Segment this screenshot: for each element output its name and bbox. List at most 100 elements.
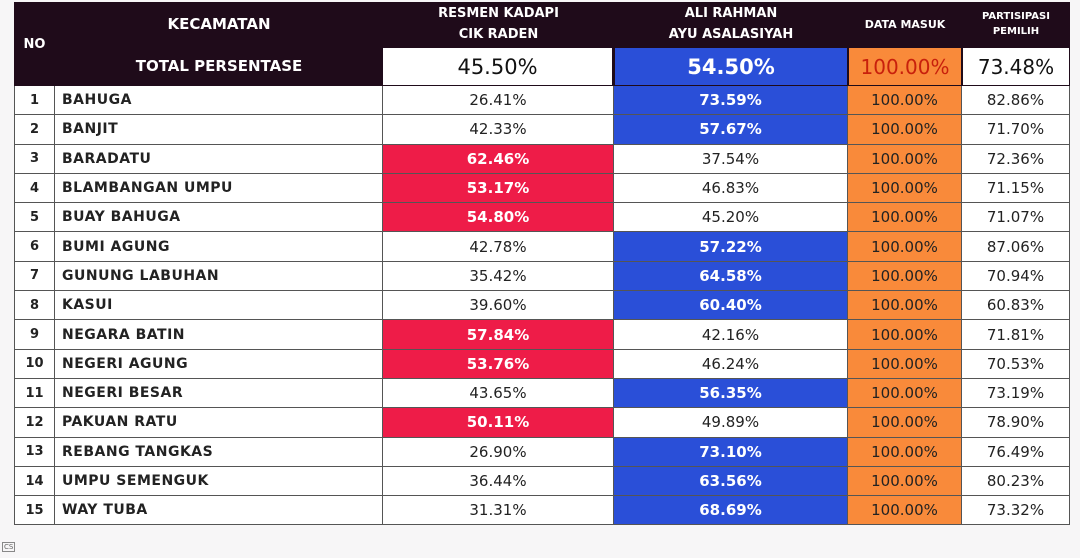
row-number: 11 bbox=[14, 378, 55, 408]
partisipasi-percent: 72.36% bbox=[962, 144, 1070, 173]
row-number: 9 bbox=[14, 320, 55, 349]
candidate-1-percent: 42.78% bbox=[383, 232, 614, 261]
total-label: TOTAL PERSENTASE bbox=[135, 57, 303, 75]
header-candidate-2: ALI RAHMAN AYU ASALASIYAH bbox=[614, 2, 848, 46]
row-number: 8 bbox=[14, 291, 55, 320]
table-row: 4 BLAMBANGAN UMPU 53.17% 46.83% 100.00% 71.15… bbox=[14, 173, 1070, 204]
data-masuk-percent: 100.00% bbox=[848, 173, 962, 203]
header-kecamatan: KECAMATAN bbox=[167, 15, 271, 33]
table-row: 1 BAHUGA 26.41% 73.59% 100.00% 82.86% bbox=[14, 86, 1070, 116]
partisipasi-percent: 71.15% bbox=[962, 173, 1070, 203]
data-masuk-percent: 100.00% bbox=[848, 466, 962, 496]
table-header: NO KECAMATAN TOTAL PERSENTASE RESMEN KAD… bbox=[14, 2, 1070, 86]
partisipasi-percent: 73.32% bbox=[962, 496, 1070, 525]
partisipasi-percent: 73.19% bbox=[962, 378, 1070, 408]
candidate-2-percent: 42.16% bbox=[614, 320, 848, 349]
data-masuk-percent: 100.00% bbox=[848, 261, 962, 291]
cand2-line1: ALI RAHMAN bbox=[684, 6, 778, 21]
table-row: 6 BUMI AGUNG 42.78% 57.22% 100.00% 87.06% bbox=[14, 232, 1070, 262]
candidate-1-percent: 42.33% bbox=[383, 115, 614, 144]
kecamatan-name: KASUI bbox=[55, 291, 383, 320]
cand1-line1: RESMEN KADAPI bbox=[438, 6, 559, 21]
total-data-masuk: 100.00% bbox=[849, 48, 961, 85]
cand1-line2: CIK RADEN bbox=[458, 27, 539, 42]
candidate-2-percent: 45.20% bbox=[614, 203, 848, 232]
candidate-2-percent: 57.22% bbox=[614, 232, 848, 261]
row-number: 15 bbox=[14, 496, 55, 525]
kecamatan-name: BAHUGA bbox=[55, 86, 383, 115]
partisipasi-line2: PEMILIH bbox=[992, 26, 1040, 37]
candidate-1-percent: 31.31% bbox=[383, 496, 614, 525]
table-row: 7 GUNUNG LABUHAN 35.42% 64.58% 100.00% 70.94% bbox=[14, 261, 1070, 292]
kecamatan-name: BANJIT bbox=[55, 115, 383, 144]
header-no: NO bbox=[23, 36, 46, 52]
table-row: 11 NEGERI BESAR 43.65% 56.35% 100.00% 73.19% bbox=[14, 378, 1070, 409]
data-masuk-percent: 100.00% bbox=[848, 86, 962, 115]
data-masuk-percent: 100.00% bbox=[848, 291, 962, 320]
kecamatan-name: BUAY BAHUGA bbox=[55, 203, 383, 232]
kecamatan-name: BUMI AGUNG bbox=[55, 232, 383, 261]
partisipasi-percent: 71.70% bbox=[962, 115, 1070, 144]
kecamatan-name: GUNUNG LABUHAN bbox=[55, 261, 383, 291]
row-number: 2 bbox=[14, 115, 55, 144]
candidate-2-percent: 46.24% bbox=[614, 349, 848, 378]
candidate-1-percent: 54.80% bbox=[383, 203, 614, 232]
candidate-1-percent: 53.17% bbox=[383, 173, 614, 203]
data-masuk-percent: 100.00% bbox=[848, 115, 962, 144]
header-data-masuk: DATA MASUK bbox=[864, 17, 946, 31]
table-row: 15 WAY TUBA 31.31% 68.69% 100.00% 73.32% bbox=[14, 496, 1070, 526]
row-number: 10 bbox=[14, 349, 55, 378]
table-row: 10 NEGERI AGUNG 53.76% 46.24% 100.00% 70.53% bbox=[14, 349, 1070, 379]
partisipasi-percent: 60.83% bbox=[962, 291, 1070, 320]
data-masuk-percent: 100.00% bbox=[848, 496, 962, 525]
kecamatan-name: NEGARA BATIN bbox=[55, 320, 383, 349]
partisipasi-percent: 70.53% bbox=[962, 349, 1070, 378]
partisipasi-percent: 80.23% bbox=[962, 466, 1070, 496]
results-table: NO KECAMATAN TOTAL PERSENTASE RESMEN KAD… bbox=[14, 2, 1070, 526]
candidate-2-percent: 37.54% bbox=[614, 144, 848, 173]
kecamatan-name: PAKUAN RATU bbox=[55, 408, 383, 437]
candidate-1-percent: 43.65% bbox=[383, 378, 614, 408]
table-row: 14 UMPU SEMENGUK 36.44% 63.56% 100.00% 80.23% bbox=[14, 466, 1070, 497]
cand2-line2: AYU ASALASIYAH bbox=[668, 27, 794, 42]
kecamatan-name: REBANG TANGKAS bbox=[55, 437, 383, 466]
row-number: 3 bbox=[14, 144, 55, 173]
data-masuk-percent: 100.00% bbox=[848, 320, 962, 349]
row-number: 5 bbox=[14, 203, 55, 232]
data-masuk-percent: 100.00% bbox=[848, 203, 962, 232]
candidate-1-percent: 53.76% bbox=[383, 349, 614, 378]
data-masuk-percent: 100.00% bbox=[848, 232, 962, 261]
row-number: 1 bbox=[14, 86, 55, 115]
table-row: 5 BUAY BAHUGA 54.80% 45.20% 100.00% 71.07% bbox=[14, 203, 1070, 233]
table-row: 8 KASUI 39.60% 60.40% 100.00% 60.83% bbox=[14, 291, 1070, 321]
kecamatan-name: NEGERI BESAR bbox=[55, 378, 383, 408]
table-row: 3 BARADATU 62.46% 37.54% 100.00% 72.36% bbox=[14, 144, 1070, 174]
candidate-1-percent: 39.60% bbox=[383, 291, 614, 320]
kecamatan-name: NEGERI AGUNG bbox=[55, 349, 383, 378]
table-row: 12 PAKUAN RATU 50.11% 49.89% 100.00% 78.90% bbox=[14, 408, 1070, 438]
candidate-2-percent: 57.67% bbox=[614, 115, 848, 144]
partisipasi-percent: 82.86% bbox=[962, 86, 1070, 115]
candidate-2-percent: 46.83% bbox=[614, 173, 848, 203]
candidate-1-percent: 26.90% bbox=[383, 437, 614, 466]
row-number: 7 bbox=[14, 261, 55, 291]
kecamatan-name: UMPU SEMENGUK bbox=[55, 466, 383, 496]
partisipasi-percent: 70.94% bbox=[962, 261, 1070, 291]
total-candidate-1: 45.50% bbox=[383, 48, 612, 85]
data-masuk-percent: 100.00% bbox=[848, 144, 962, 173]
total-partisipasi: 73.48% bbox=[963, 48, 1069, 85]
data-masuk-percent: 100.00% bbox=[848, 408, 962, 437]
candidate-2-percent: 60.40% bbox=[614, 291, 848, 320]
camscanner-watermark: CS bbox=[2, 542, 16, 552]
header-candidate-1: RESMEN KADAPI CIK RADEN bbox=[383, 2, 614, 46]
candidate-2-percent: 73.10% bbox=[614, 437, 848, 466]
data-masuk-percent: 100.00% bbox=[848, 378, 962, 408]
candidate-1-percent: 62.46% bbox=[383, 144, 614, 173]
kecamatan-name: BARADATU bbox=[55, 144, 383, 173]
table-row: 9 NEGARA BATIN 57.84% 42.16% 100.00% 71.81% bbox=[14, 320, 1070, 350]
candidate-1-percent: 57.84% bbox=[383, 320, 614, 349]
partisipasi-line1: PARTISIPASI bbox=[982, 11, 1050, 22]
table-row: 2 BANJIT 42.33% 57.67% 100.00% 71.70% bbox=[14, 115, 1070, 145]
candidate-2-percent: 49.89% bbox=[614, 408, 848, 437]
partisipasi-percent: 87.06% bbox=[962, 232, 1070, 261]
